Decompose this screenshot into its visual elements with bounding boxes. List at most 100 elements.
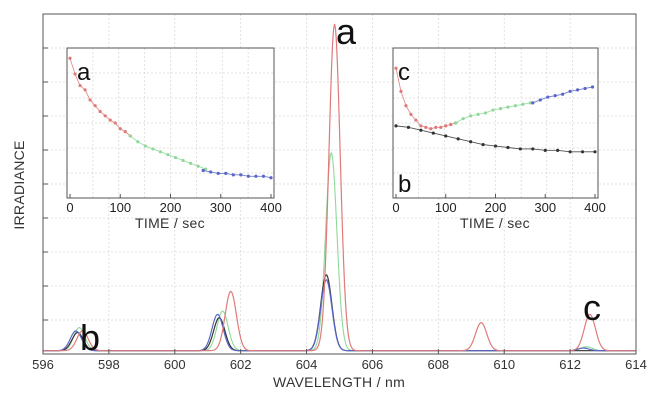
inset-point-green [521,102,525,106]
inset-point-blue [231,173,235,177]
inset-point-blue [568,89,572,93]
inset-point-green [469,114,473,118]
inset-x-tick-label: 400 [260,200,282,215]
inset-left-points [68,56,273,180]
inset-point-black [568,150,572,154]
inset-right-grid [393,48,598,198]
inset-point-green [189,161,193,165]
inset-point-black [556,148,560,152]
inset-point-black [456,137,460,141]
inset-right-panel-label-c: c [398,59,410,86]
inset-point-blue [553,94,557,98]
inset-point-red [98,109,102,114]
inset-point-red [414,118,418,122]
inset-x-tick-label: 100 [109,200,131,215]
inset-point-red [93,104,97,108]
inset-point-green [461,117,465,121]
main-x-tick-label: 598 [98,357,120,372]
inset-point-black [493,144,498,148]
inset-right-x-axis-label: TIME / sec [460,215,530,231]
main-x-tick-label: 608 [427,357,449,372]
inset-point-green [528,101,532,105]
inset-point-green [181,158,185,163]
inset-point-red [78,83,82,88]
inset-left-grid [67,48,274,198]
inset-left-x-axis-label: TIME / sec [135,215,205,231]
inset-point-blue [246,174,250,178]
inset-point-blue [201,168,205,173]
inset-x-tick-label: 0 [66,200,73,215]
inset-point-blue [239,173,243,177]
inset-right-x-ticks: 0 100 200 300 400 [392,194,606,215]
inset-point-blue [216,171,220,175]
spectrum-line-red [43,23,636,352]
inset-point-red [404,104,408,108]
main-y-axis-label: IRRADIANCE [11,140,27,229]
inset-point-red [73,72,77,76]
inset-point-green [454,121,458,125]
peak-label-b: b [80,317,100,358]
inset-point-red [419,124,423,128]
inset-left-panel-label: a [77,59,91,86]
inset-point-blue [561,92,565,96]
inset-x-tick-label: 200 [485,200,507,215]
main-x-tick-label: 606 [362,357,384,372]
inset-left-x-ticks: 0 100 200 300 400 [66,194,282,215]
inset-point-black [506,145,510,150]
main-x-tick-label: 604 [296,357,318,372]
inset-point-green [158,150,163,154]
inset-point-green [498,107,503,111]
inset-point-red [88,98,92,102]
inset-right: 0 100 200 300 400 TIME / sec c b [392,47,606,231]
inset-point-black [394,124,398,128]
main-x-tick-label: 614 [625,357,647,372]
main-x-tick-label: 612 [559,357,581,372]
inset-point-blue [538,98,542,102]
inset-point-black [481,143,485,147]
inset-point-green [491,108,495,112]
inset-point-green [173,155,178,160]
inset-point-red [103,114,107,118]
inset-point-green [128,134,132,138]
inset-point-red [429,127,433,131]
main-x-tick-label: 596 [32,357,54,372]
inset-point-blue [224,171,228,175]
inset-point-red [409,112,413,116]
inset-right-panel-label-b: b [398,171,411,198]
inset-right-background [393,48,598,198]
main-x-tick-label: 610 [493,357,515,372]
inset-point-black [444,134,448,138]
main-x-ticks: 596 598 600 602 604 606 608 610 612 614 [32,47,647,372]
inset-point-black [531,147,535,151]
inset-point-red [83,88,87,92]
main-spectra [43,23,636,352]
inset-x-tick-label: 400 [584,200,606,215]
inset-point-blue [269,176,273,180]
main-x-tick-label: 600 [164,357,186,372]
inset-point-blue [546,95,550,99]
inset-x-tick-label: 300 [534,200,556,215]
inset-point-black [406,125,411,129]
inset-point-red [123,130,127,134]
inset-point-green [196,164,200,168]
main-x-tick-label: 602 [230,357,252,372]
inset-point-green [143,144,147,148]
inset-x-tick-label: 0 [392,200,399,215]
inset-point-green [151,147,155,151]
inset-point-red [399,89,403,93]
inset-point-red [449,122,453,127]
inset-series-line-blue [203,170,272,179]
inset-point-green [513,104,518,108]
inset-point-red [108,118,112,122]
inset-point-black [431,131,435,135]
inset-point-red [434,125,438,129]
inset-point-green [204,167,208,171]
inset-right-points [394,66,597,154]
inset-point-green [483,111,488,115]
inset-point-blue [261,174,266,178]
inset-point-black [419,128,423,132]
inset-point-black [580,150,585,154]
inset-x-tick-label: 100 [435,200,457,215]
inset-point-black [593,150,597,154]
